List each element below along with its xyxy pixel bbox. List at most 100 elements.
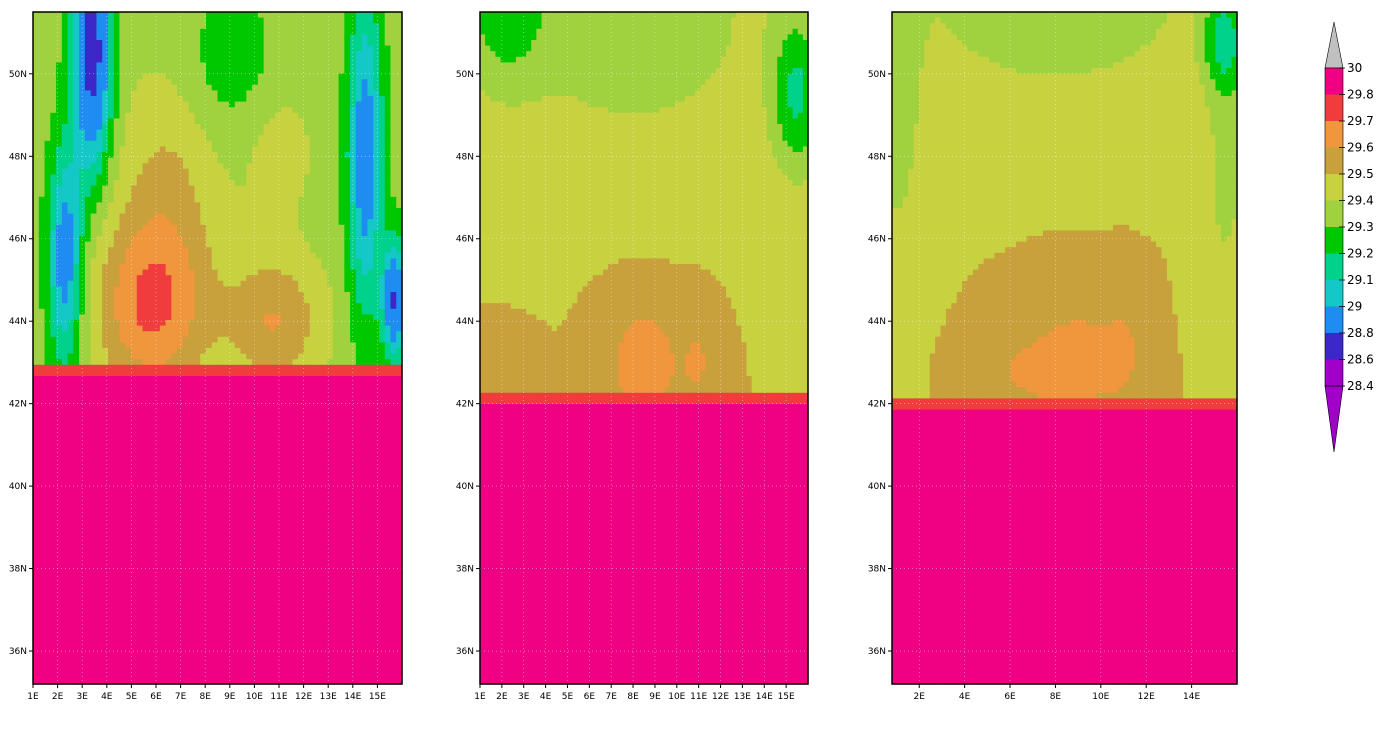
heatmap-cell	[183, 387, 189, 393]
heatmap-cell	[321, 359, 327, 365]
heatmap-cell	[68, 18, 74, 24]
heatmap-cell	[160, 34, 166, 40]
heatmap-cell	[367, 107, 373, 113]
heatmap-cell	[102, 393, 108, 399]
heatmap-cell	[79, 174, 85, 180]
heatmap-cell	[154, 74, 160, 80]
heatmap-cell	[367, 102, 373, 108]
heatmap-cell	[108, 34, 114, 40]
heatmap-cell	[281, 258, 287, 264]
heatmap-cell	[367, 354, 373, 360]
heatmap-cell	[102, 314, 108, 320]
heatmap-cell	[362, 242, 368, 248]
heatmap-cell	[200, 169, 206, 175]
heatmap-cell	[68, 275, 74, 281]
heatmap-cell	[102, 421, 108, 427]
heatmap-cell	[212, 102, 218, 108]
heatmap-cell	[73, 152, 79, 158]
heatmap-cell	[252, 354, 258, 360]
heatmap-cell	[137, 230, 143, 236]
heatmap-cell	[333, 309, 339, 315]
heatmap-cell	[131, 410, 137, 416]
heatmap-cell	[137, 180, 143, 186]
heatmap-cell	[45, 130, 51, 136]
heatmap-cell	[356, 174, 362, 180]
heatmap-cell	[321, 421, 327, 427]
heatmap-cell	[114, 309, 120, 315]
heatmap-cell	[339, 314, 345, 320]
heatmap-cell	[200, 342, 206, 348]
heatmap-cell	[108, 443, 114, 449]
heatmap-cell	[148, 219, 154, 225]
heatmap-cell	[223, 29, 229, 35]
heatmap-cell	[339, 57, 345, 63]
heatmap-cell	[143, 141, 149, 147]
heatmap-cell	[137, 264, 143, 270]
heatmap-cell	[114, 79, 120, 85]
heatmap-cell	[119, 62, 125, 68]
heatmap-cell	[154, 208, 160, 214]
heatmap-cell	[183, 90, 189, 96]
heatmap-cell	[91, 96, 97, 102]
heatmap-cell	[264, 236, 270, 242]
heatmap-cell	[96, 141, 102, 147]
heatmap-cell	[218, 96, 224, 102]
heatmap-cell	[189, 163, 195, 169]
heatmap-cell	[50, 298, 56, 304]
heatmap-cell	[62, 275, 68, 281]
heatmap-cell	[131, 130, 137, 136]
heatmap-cell	[333, 51, 339, 57]
heatmap-cell	[171, 421, 177, 427]
heatmap-cell	[200, 354, 206, 360]
heatmap-cell	[68, 415, 74, 421]
heatmap-cell	[362, 370, 368, 376]
heatmap-cell	[264, 57, 270, 63]
heatmap-cell	[73, 387, 79, 393]
heatmap-cell	[102, 51, 108, 57]
heatmap-cell	[252, 219, 258, 225]
heatmap-cell	[246, 68, 252, 74]
heatmap-cell	[269, 298, 275, 304]
heatmap-cell	[91, 163, 97, 169]
heatmap-cell	[91, 107, 97, 113]
heatmap-cell	[241, 359, 247, 365]
heatmap-cell	[344, 230, 350, 236]
heatmap-cell	[298, 90, 304, 96]
heatmap-cell	[246, 202, 252, 208]
heatmap-cell	[339, 275, 345, 281]
heatmap-cell	[258, 359, 264, 365]
heatmap-cell	[50, 208, 56, 214]
heatmap-cell	[160, 96, 166, 102]
heatmap-cell	[333, 107, 339, 113]
heatmap-cell	[166, 331, 172, 337]
heatmap-cell	[73, 135, 79, 141]
heatmap-cell	[50, 258, 56, 264]
heatmap-cell	[258, 438, 264, 444]
heatmap-cell	[143, 124, 149, 130]
heatmap-cell	[292, 359, 298, 365]
heatmap-cell	[206, 275, 212, 281]
heatmap-cell	[166, 292, 172, 298]
heatmap-cell	[246, 102, 252, 108]
heatmap-cell	[50, 387, 56, 393]
heatmap-cell	[194, 393, 200, 399]
heatmap-cell	[39, 57, 45, 63]
heatmap-cell	[171, 230, 177, 236]
heatmap-cell	[223, 443, 229, 449]
heatmap-cell	[73, 242, 79, 248]
heatmap-cell	[373, 432, 379, 438]
heatmap-cell	[281, 208, 287, 214]
heatmap-cell	[246, 146, 252, 152]
heatmap-cell	[33, 202, 39, 208]
heatmap-cell	[316, 230, 322, 236]
heatmap-cell	[114, 376, 120, 382]
heatmap-cell	[333, 438, 339, 444]
heatmap-cell	[85, 102, 91, 108]
heatmap-cell	[137, 421, 143, 427]
heatmap-cell	[373, 180, 379, 186]
heatmap-cell	[154, 230, 160, 236]
heatmap-cell	[333, 12, 339, 18]
heatmap-cell	[62, 135, 68, 141]
heatmap-cell	[235, 275, 241, 281]
heatmap-cell	[137, 382, 143, 388]
